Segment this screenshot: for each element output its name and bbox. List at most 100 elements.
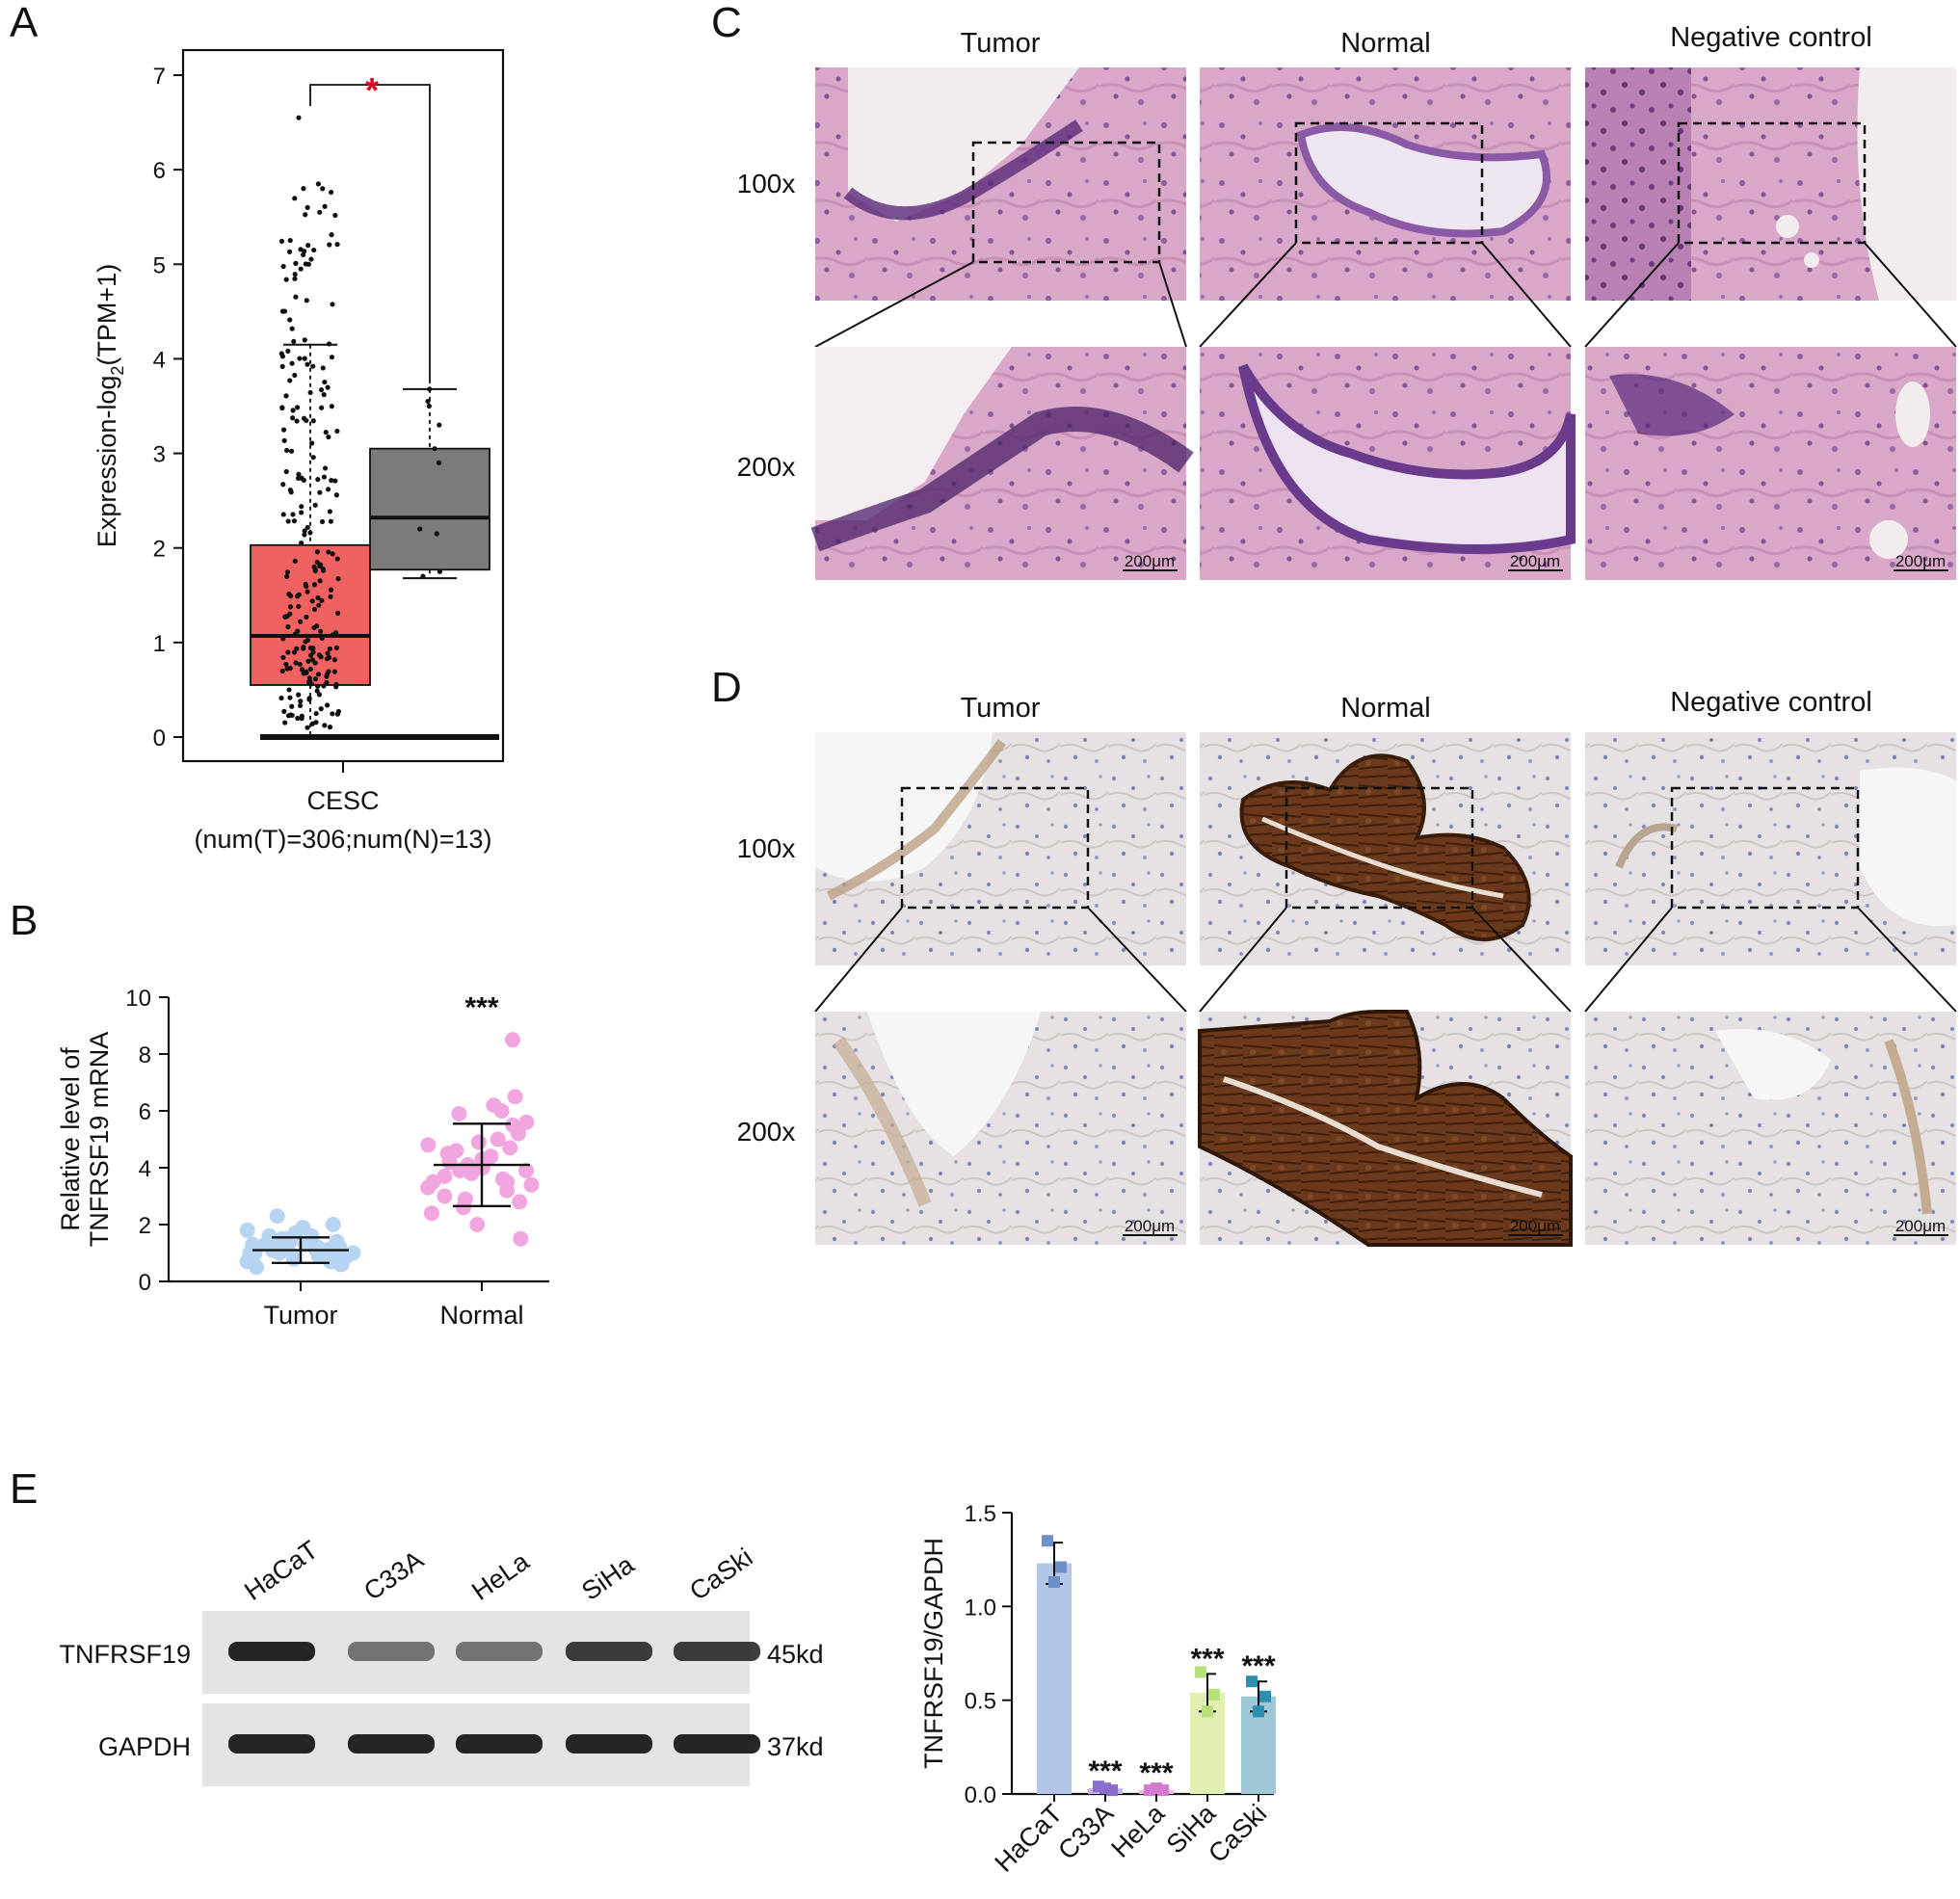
a-point (327, 509, 332, 514)
blot-row-label: TNFRSF19 (59, 1640, 191, 1669)
a-point (313, 720, 319, 725)
a-point (294, 593, 301, 599)
a-point (330, 632, 336, 638)
b-points-normal (420, 1032, 540, 1247)
a-point (307, 652, 314, 658)
e-xtick-label: C33A (1052, 1799, 1119, 1865)
a-point (290, 415, 296, 421)
a-point (315, 594, 321, 601)
c-zoom-box-tumor (971, 141, 1161, 264)
a-point (331, 657, 337, 663)
a-point (327, 725, 333, 730)
d-header-tumor: Tumor (961, 693, 1041, 724)
d-header-normal: Normal (1340, 693, 1430, 724)
a-point (280, 654, 286, 661)
b-ytick-label: 0 (139, 1270, 151, 1296)
a-point (301, 477, 306, 484)
b-point (245, 1236, 261, 1253)
a-point (333, 645, 339, 650)
a-point (289, 703, 295, 709)
e-xtick-label: CaSki (1203, 1799, 1272, 1868)
a-point (328, 593, 333, 599)
a-point (312, 567, 318, 574)
a-ytick-label: 3 (153, 442, 166, 468)
a-point (283, 393, 289, 399)
a-point (284, 666, 290, 672)
e-xtick-label: HaCaT (990, 1799, 1069, 1878)
a-point (296, 692, 302, 698)
a-point (305, 243, 311, 249)
a-point (328, 518, 333, 524)
c-header-tumor: Tumor (961, 28, 1041, 59)
b-point (493, 1103, 510, 1119)
a-point (304, 614, 309, 620)
a-point (287, 378, 293, 383)
a-point (283, 277, 289, 282)
a-point (319, 635, 325, 641)
a-point (302, 532, 307, 538)
a-point (420, 573, 426, 579)
a-point (329, 404, 334, 409)
c-scale-label-3: 200μm (1895, 552, 1946, 570)
b-point (499, 1182, 516, 1199)
a-point (298, 247, 304, 252)
b-xtick-label: Normal (439, 1301, 523, 1330)
a-point (282, 720, 288, 725)
a-point (334, 428, 340, 435)
a-point (326, 341, 332, 347)
a-point (299, 716, 305, 722)
a-point (290, 408, 296, 413)
a-point (316, 602, 322, 608)
a-point (319, 405, 325, 410)
b-point (518, 1114, 535, 1130)
e-point (1246, 1675, 1258, 1688)
b-point (423, 1205, 439, 1222)
a-point (331, 669, 337, 674)
a-point (327, 646, 332, 651)
b-point (518, 1162, 535, 1178)
a-point (293, 260, 299, 266)
a-point (311, 606, 318, 613)
western-blot: HaCaT C33A HeLa SiHa CaSki TNFRSF19 45kd GAPDH 3… (59, 1535, 824, 1786)
a-xlabel-1: CESC (306, 786, 379, 815)
a-point (330, 711, 335, 717)
a-point (320, 567, 327, 573)
b-errorbar-normal (434, 1122, 530, 1208)
a-point (281, 437, 287, 443)
a-point (294, 418, 300, 424)
b-point (469, 1217, 486, 1232)
a-point (328, 587, 334, 593)
a-point (314, 549, 320, 555)
a-point (425, 398, 431, 405)
a-point (322, 723, 328, 728)
a-point (314, 688, 320, 694)
a-point (293, 294, 299, 300)
b-point (455, 1200, 471, 1216)
a-point (280, 636, 286, 642)
e-point (1157, 1784, 1169, 1797)
a-point (318, 387, 325, 393)
e-point (1048, 1576, 1060, 1589)
blot-band (456, 1734, 543, 1754)
a-point (315, 476, 321, 483)
a-point (299, 667, 305, 673)
d-zoom-box-tumor (900, 786, 1090, 910)
c-image-tumor-200x (810, 347, 1194, 580)
b-point (451, 1105, 467, 1121)
a-point (315, 672, 322, 677)
a-ytick-label: 5 (153, 252, 166, 278)
d-scale-label-1: 200μm (1125, 1217, 1175, 1235)
b-point (464, 1165, 480, 1181)
b-point (483, 1148, 499, 1165)
d-scale-label-2: 200μm (1510, 1217, 1560, 1235)
a-point (299, 504, 305, 510)
a-point (309, 598, 315, 604)
a-point (307, 530, 313, 536)
b-point (333, 1256, 350, 1273)
a-point (294, 405, 301, 410)
b-point (425, 1174, 441, 1190)
b-point (239, 1222, 255, 1238)
b-point (325, 1217, 341, 1232)
a-point (320, 365, 326, 371)
blot-band (566, 1734, 652, 1754)
